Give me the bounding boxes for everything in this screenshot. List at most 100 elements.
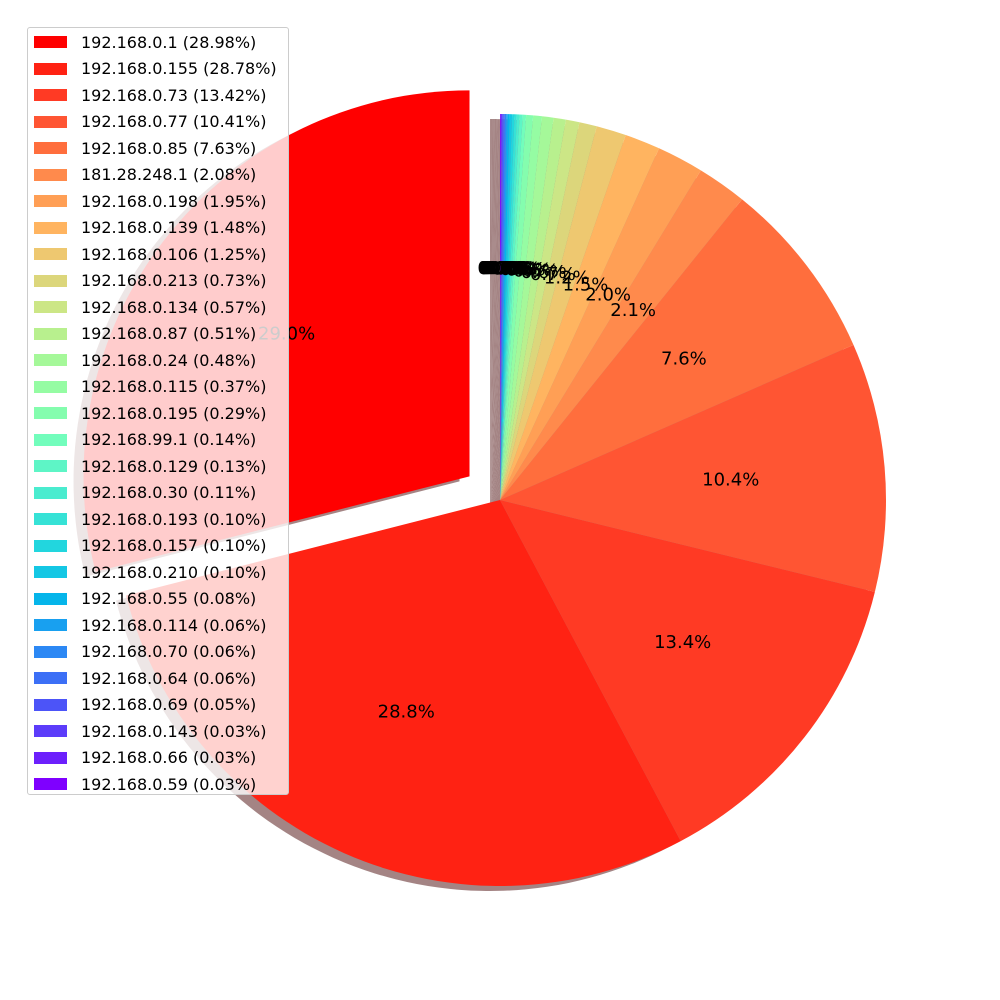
legend-item: 192.168.0.157 (0.10%) [34,533,280,560]
slice-percent-label: 0.1% [480,258,526,279]
slice-percent-label: 0.1% [480,258,526,279]
slice-percent-label: 1.2% [544,268,590,289]
pie-slice-192-168-0-64 [500,114,505,501]
legend-label: 192.168.0.55 (0.08%) [81,589,257,609]
legend-swatch [34,486,67,499]
legend-label: 192.168.0.198 (1.95%) [81,191,267,211]
pie-slice-192-168-0-77 [500,344,886,592]
pie-slice-192-168-0-55 [500,114,510,500]
legend-swatch [34,221,67,234]
legend-swatch [34,460,67,473]
slice-percent-label: 0.1% [492,258,538,279]
pie-slice-192-168-0-59 [500,113,501,500]
slice-shadow-192-168-0-70 [490,119,497,506]
slice-percent-label: 10.4% [702,469,759,490]
legend-label: 192.168.0.195 (0.29%) [81,403,267,423]
legend-label: 192.168.0.143 (0.03%) [81,721,267,741]
legend-item: 192.168.0.134 (0.57%) [34,294,280,321]
pie-slice-192-168-0-143 [500,114,503,500]
slice-shadow-192-168-0-69 [490,119,494,506]
pie-slice-192-168-0-115 [500,115,543,501]
slice-percent-label: 0.1% [482,258,528,279]
legend-swatch [34,142,67,155]
slice-shadow-192-168-0-64 [490,119,495,506]
slice-percent-label: 0.7% [530,264,576,285]
slice-percent-label: 2.0% [585,285,631,306]
legend-swatch [34,301,67,314]
slice-shadow-192-168-0-66 [490,119,492,506]
legend-label: 192.168.0.59 (0.03%) [81,774,257,794]
legend-item: 192.168.0.30 (0.11%) [34,480,280,507]
slice-shadow-192-168-0-114 [490,119,498,505]
legend-swatch [34,62,67,75]
legend-swatch [34,645,67,658]
legend-label: 192.168.0.155 (28.78%) [81,59,277,79]
legend-label: 192.168.0.24 (0.48%) [81,350,257,370]
slice-percent-label: 0.1% [487,258,533,279]
legend-swatch [34,725,67,738]
legend-item: 192.168.0.213 (0.73%) [34,268,280,295]
legend-swatch [34,539,67,552]
pie-slice-192-168-0-193 [500,114,517,501]
pie-slice-192-168-0-69 [500,114,504,501]
legend-swatch [34,513,67,526]
legend-swatch [34,36,67,49]
legend-label: 192.168.0.213 (0.73%) [81,271,267,291]
legend-swatch [34,592,67,605]
legend-item: 192.168.0.73 (13.42%) [34,82,280,109]
legend-swatch [34,168,67,181]
legend-swatch [34,89,67,102]
legend-item: 192.168.0.193 (0.10%) [34,506,280,533]
legend-item: 192.168.0.70 (0.06%) [34,639,280,666]
legend-item: 192.168.0.195 (0.29%) [34,400,280,427]
slice-percent-label: 0.5% [506,260,552,281]
slice-percent-label: 0.1% [479,258,525,279]
legend-swatch [34,380,67,393]
legend-swatch [34,195,67,208]
legend-label: 192.168.0.210 (0.10%) [81,562,267,582]
pie-slice-192-168-0-85 [500,199,854,500]
legend-item: 192.168.0.114 (0.06%) [34,612,280,639]
legend-item: 192.168.0.1 (28.98%) [34,29,280,56]
legend-item: 192.168.0.69 (0.05%) [34,692,280,719]
legend-label: 192.168.0.157 (0.10%) [81,536,267,556]
pie-slice-192-168-0-24 [500,116,554,500]
legend-item: 192.168.0.66 (0.03%) [34,745,280,772]
slice-percent-label: 0.1% [490,258,536,279]
slice-percent-label: 0.4% [500,259,546,280]
legend-item: 192.168.0.210 (0.10%) [34,559,280,586]
legend-swatch [34,566,67,579]
legend-swatch [34,115,67,128]
legend-label: 192.168.0.115 (0.37%) [81,377,267,397]
legend-label: 192.168.0.85 (7.63%) [81,138,257,158]
legend-item: 192.168.0.139 (1.48%) [34,215,280,242]
legend-label: 192.168.0.73 (13.42%) [81,85,267,105]
legend-swatch [34,751,67,764]
legend-swatch [34,407,67,420]
pie-slice-192-168-0-30 [500,114,520,500]
pie-labels: 29.0%28.8%13.4%10.4%7.6%2.1%2.0%1.5%1.2%… [258,258,759,722]
legend-item: 192.168.0.143 (0.03%) [34,718,280,745]
legend-label: 192.168.0.77 (10.41%) [81,112,267,132]
legend-label: 192.168.0.64 (0.06%) [81,668,257,688]
slice-percent-label: 0.0% [478,258,524,279]
slice-percent-label: 0.1% [484,258,530,279]
slice-percent-label: 0.0% [477,258,523,279]
legend-label: 192.168.0.87 (0.51%) [81,324,257,344]
legend-item: 192.168.0.198 (1.95%) [34,188,280,215]
legend-swatch [34,274,67,287]
pie-slice-192-168-0-210 [500,114,513,500]
pie-slice-192-168-0-139 [500,135,660,500]
pie-slice-192-168-0-134 [500,119,580,500]
slice-shadow-192-168-0-59 [490,119,491,505]
pie-slice-192-168-0-114 [500,114,508,500]
legend-item: 192.168.0.129 (0.13%) [34,453,280,480]
pie-slices [83,90,886,886]
slice-percent-label: 2.1% [610,300,656,321]
legend-label: 192.168.0.129 (0.13%) [81,456,267,476]
legend-item: 192.168.0.59 (0.03%) [34,771,280,798]
pie-slice-192-168-0-70 [500,114,507,501]
slice-shadow-192-168-0-143 [490,119,493,505]
slice-shadow-192-168-0-55 [490,119,500,505]
